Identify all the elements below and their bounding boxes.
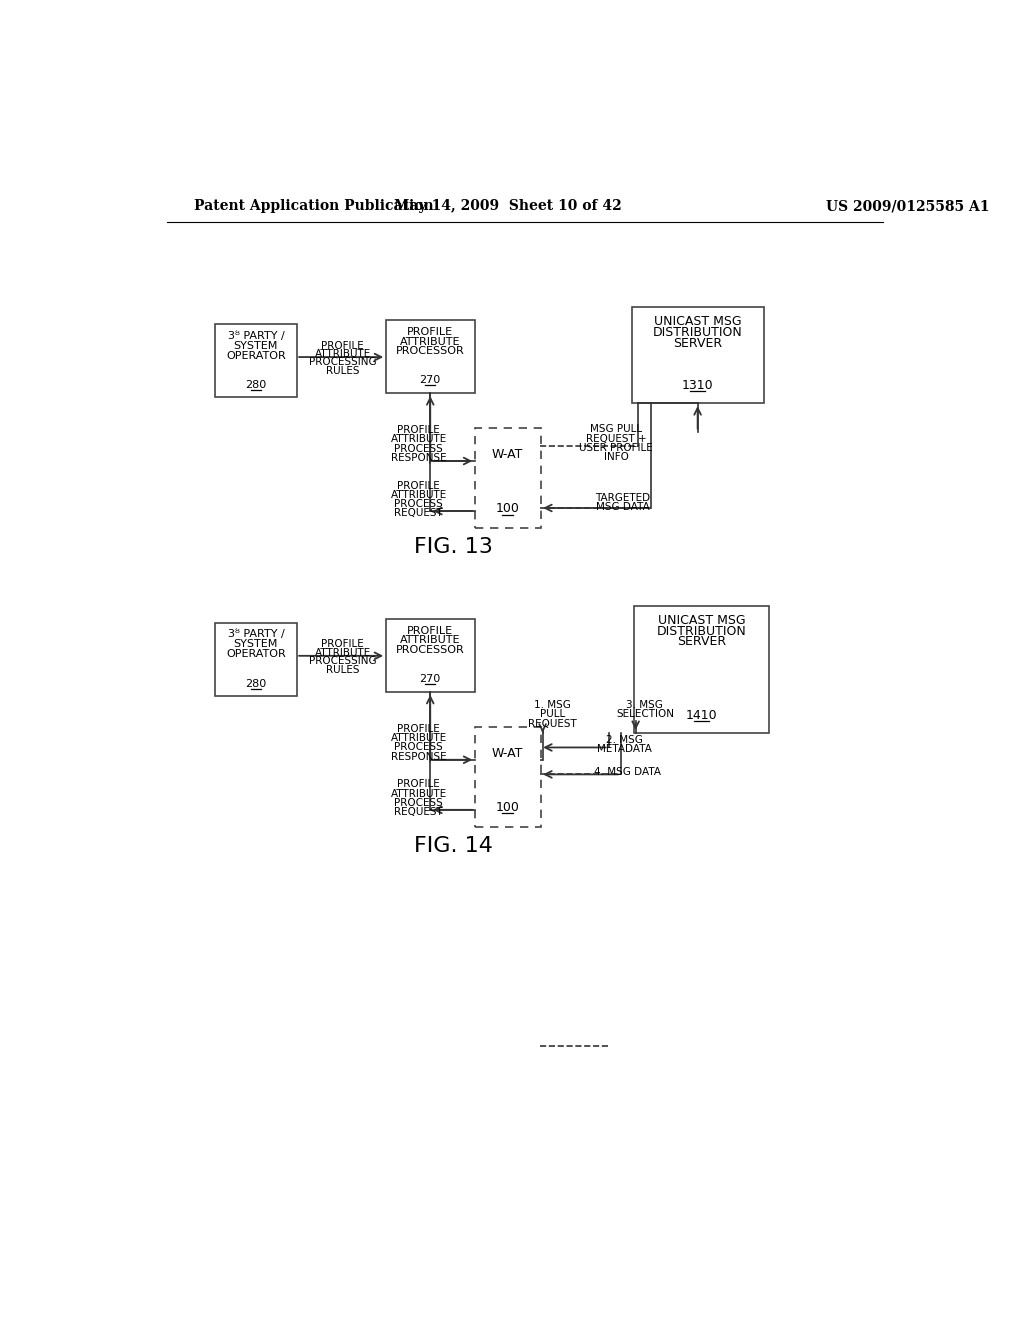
Text: PROCESSOR: PROCESSOR — [396, 644, 465, 655]
Text: PROFILE: PROFILE — [397, 425, 440, 436]
Text: PROFILE: PROFILE — [397, 723, 440, 734]
Text: PROFILE: PROFILE — [408, 327, 454, 338]
Text: USER PROFILE: USER PROFILE — [580, 444, 653, 453]
Text: OPERATOR: OPERATOR — [226, 351, 286, 360]
Text: RULES: RULES — [326, 665, 359, 675]
Text: PROFILE: PROFILE — [322, 639, 365, 649]
Text: MSG DATA: MSG DATA — [596, 502, 649, 512]
Text: 1. MSG: 1. MSG — [535, 700, 571, 710]
Text: SYSTEM: SYSTEM — [233, 341, 279, 351]
Text: 280: 280 — [246, 678, 266, 689]
Text: 3ᴽ PARTY /: 3ᴽ PARTY / — [227, 630, 285, 639]
Text: PROFILE: PROFILE — [397, 779, 440, 789]
Text: MSG PULL: MSG PULL — [590, 425, 642, 434]
Text: METADATA: METADATA — [597, 744, 651, 754]
Text: UNICAST MSG: UNICAST MSG — [657, 614, 745, 627]
Text: OPERATOR: OPERATOR — [226, 649, 286, 659]
Text: PROCESSOR: PROCESSOR — [396, 346, 465, 356]
Text: 280: 280 — [246, 380, 266, 389]
Text: REQUEST: REQUEST — [528, 718, 578, 729]
Bar — [475, 428, 541, 528]
Text: RESPONSE: RESPONSE — [391, 751, 446, 762]
Text: ATTRIBUTE: ATTRIBUTE — [390, 434, 446, 445]
Text: 4. MSG DATA: 4. MSG DATA — [594, 767, 660, 777]
Text: ATTRIBUTE: ATTRIBUTE — [400, 635, 461, 645]
Text: PULL: PULL — [540, 709, 565, 719]
Text: PROCESS: PROCESS — [394, 742, 443, 752]
Text: PROFILE: PROFILE — [397, 480, 440, 491]
Bar — [215, 623, 297, 696]
Text: PROCESS: PROCESS — [394, 444, 443, 454]
Text: 100: 100 — [496, 502, 520, 515]
Text: RESPONSE: RESPONSE — [391, 453, 446, 463]
Text: ATTRIBUTE: ATTRIBUTE — [400, 337, 461, 347]
Text: UNICAST MSG: UNICAST MSG — [653, 315, 741, 329]
Text: 2. MSG: 2. MSG — [605, 735, 642, 744]
Text: ATTRIBUTE: ATTRIBUTE — [314, 648, 371, 657]
Text: May 14, 2009  Sheet 10 of 42: May 14, 2009 Sheet 10 of 42 — [394, 199, 622, 213]
Text: SELECTION: SELECTION — [615, 709, 674, 719]
Text: ATTRIBUTE: ATTRIBUTE — [390, 490, 446, 500]
Text: ATTRIBUTE: ATTRIBUTE — [390, 733, 446, 743]
Text: 270: 270 — [420, 375, 441, 385]
Text: DISTRIBUTION: DISTRIBUTION — [652, 326, 742, 339]
Text: INFO: INFO — [604, 453, 629, 462]
Bar — [475, 726, 541, 826]
Text: PROFILE: PROFILE — [322, 341, 365, 351]
Bar — [632, 308, 764, 404]
Text: REQUEST: REQUEST — [394, 807, 443, 817]
Text: ATTRIBUTE: ATTRIBUTE — [314, 348, 371, 359]
Text: 3ᴽ PARTY /: 3ᴽ PARTY / — [227, 330, 285, 341]
Text: 1410: 1410 — [686, 709, 718, 722]
Text: DISTRIBUTION: DISTRIBUTION — [656, 624, 746, 638]
Text: PROCESSING: PROCESSING — [309, 358, 377, 367]
Text: REQUEST +: REQUEST + — [586, 434, 646, 444]
Text: RULES: RULES — [326, 366, 359, 376]
Text: PROFILE: PROFILE — [408, 626, 454, 636]
Text: US 2009/0125585 A1: US 2009/0125585 A1 — [825, 199, 989, 213]
Text: SYSTEM: SYSTEM — [233, 639, 279, 649]
Bar — [386, 619, 475, 692]
Text: 100: 100 — [496, 801, 520, 814]
Text: PROCESSING: PROCESSING — [309, 656, 377, 667]
Text: SERVER: SERVER — [677, 635, 726, 648]
Text: W-AT: W-AT — [493, 449, 523, 462]
Text: PROCESS: PROCESS — [394, 499, 443, 510]
Text: Patent Application Publication: Patent Application Publication — [194, 199, 433, 213]
Text: 270: 270 — [420, 675, 441, 684]
Bar — [215, 323, 297, 397]
Text: 1310: 1310 — [682, 379, 714, 392]
Text: SERVER: SERVER — [673, 337, 722, 350]
Bar — [634, 606, 769, 733]
Text: TARGETED: TARGETED — [595, 492, 650, 503]
Text: PROCESS: PROCESS — [394, 797, 443, 808]
Text: REQUEST: REQUEST — [394, 508, 443, 519]
Text: 3. MSG: 3. MSG — [627, 700, 664, 710]
Text: ATTRIBUTE: ATTRIBUTE — [390, 788, 446, 799]
Bar — [386, 321, 475, 393]
Text: FIG. 13: FIG. 13 — [414, 537, 493, 557]
Text: W-AT: W-AT — [493, 747, 523, 760]
Text: FIG. 14: FIG. 14 — [414, 836, 493, 855]
